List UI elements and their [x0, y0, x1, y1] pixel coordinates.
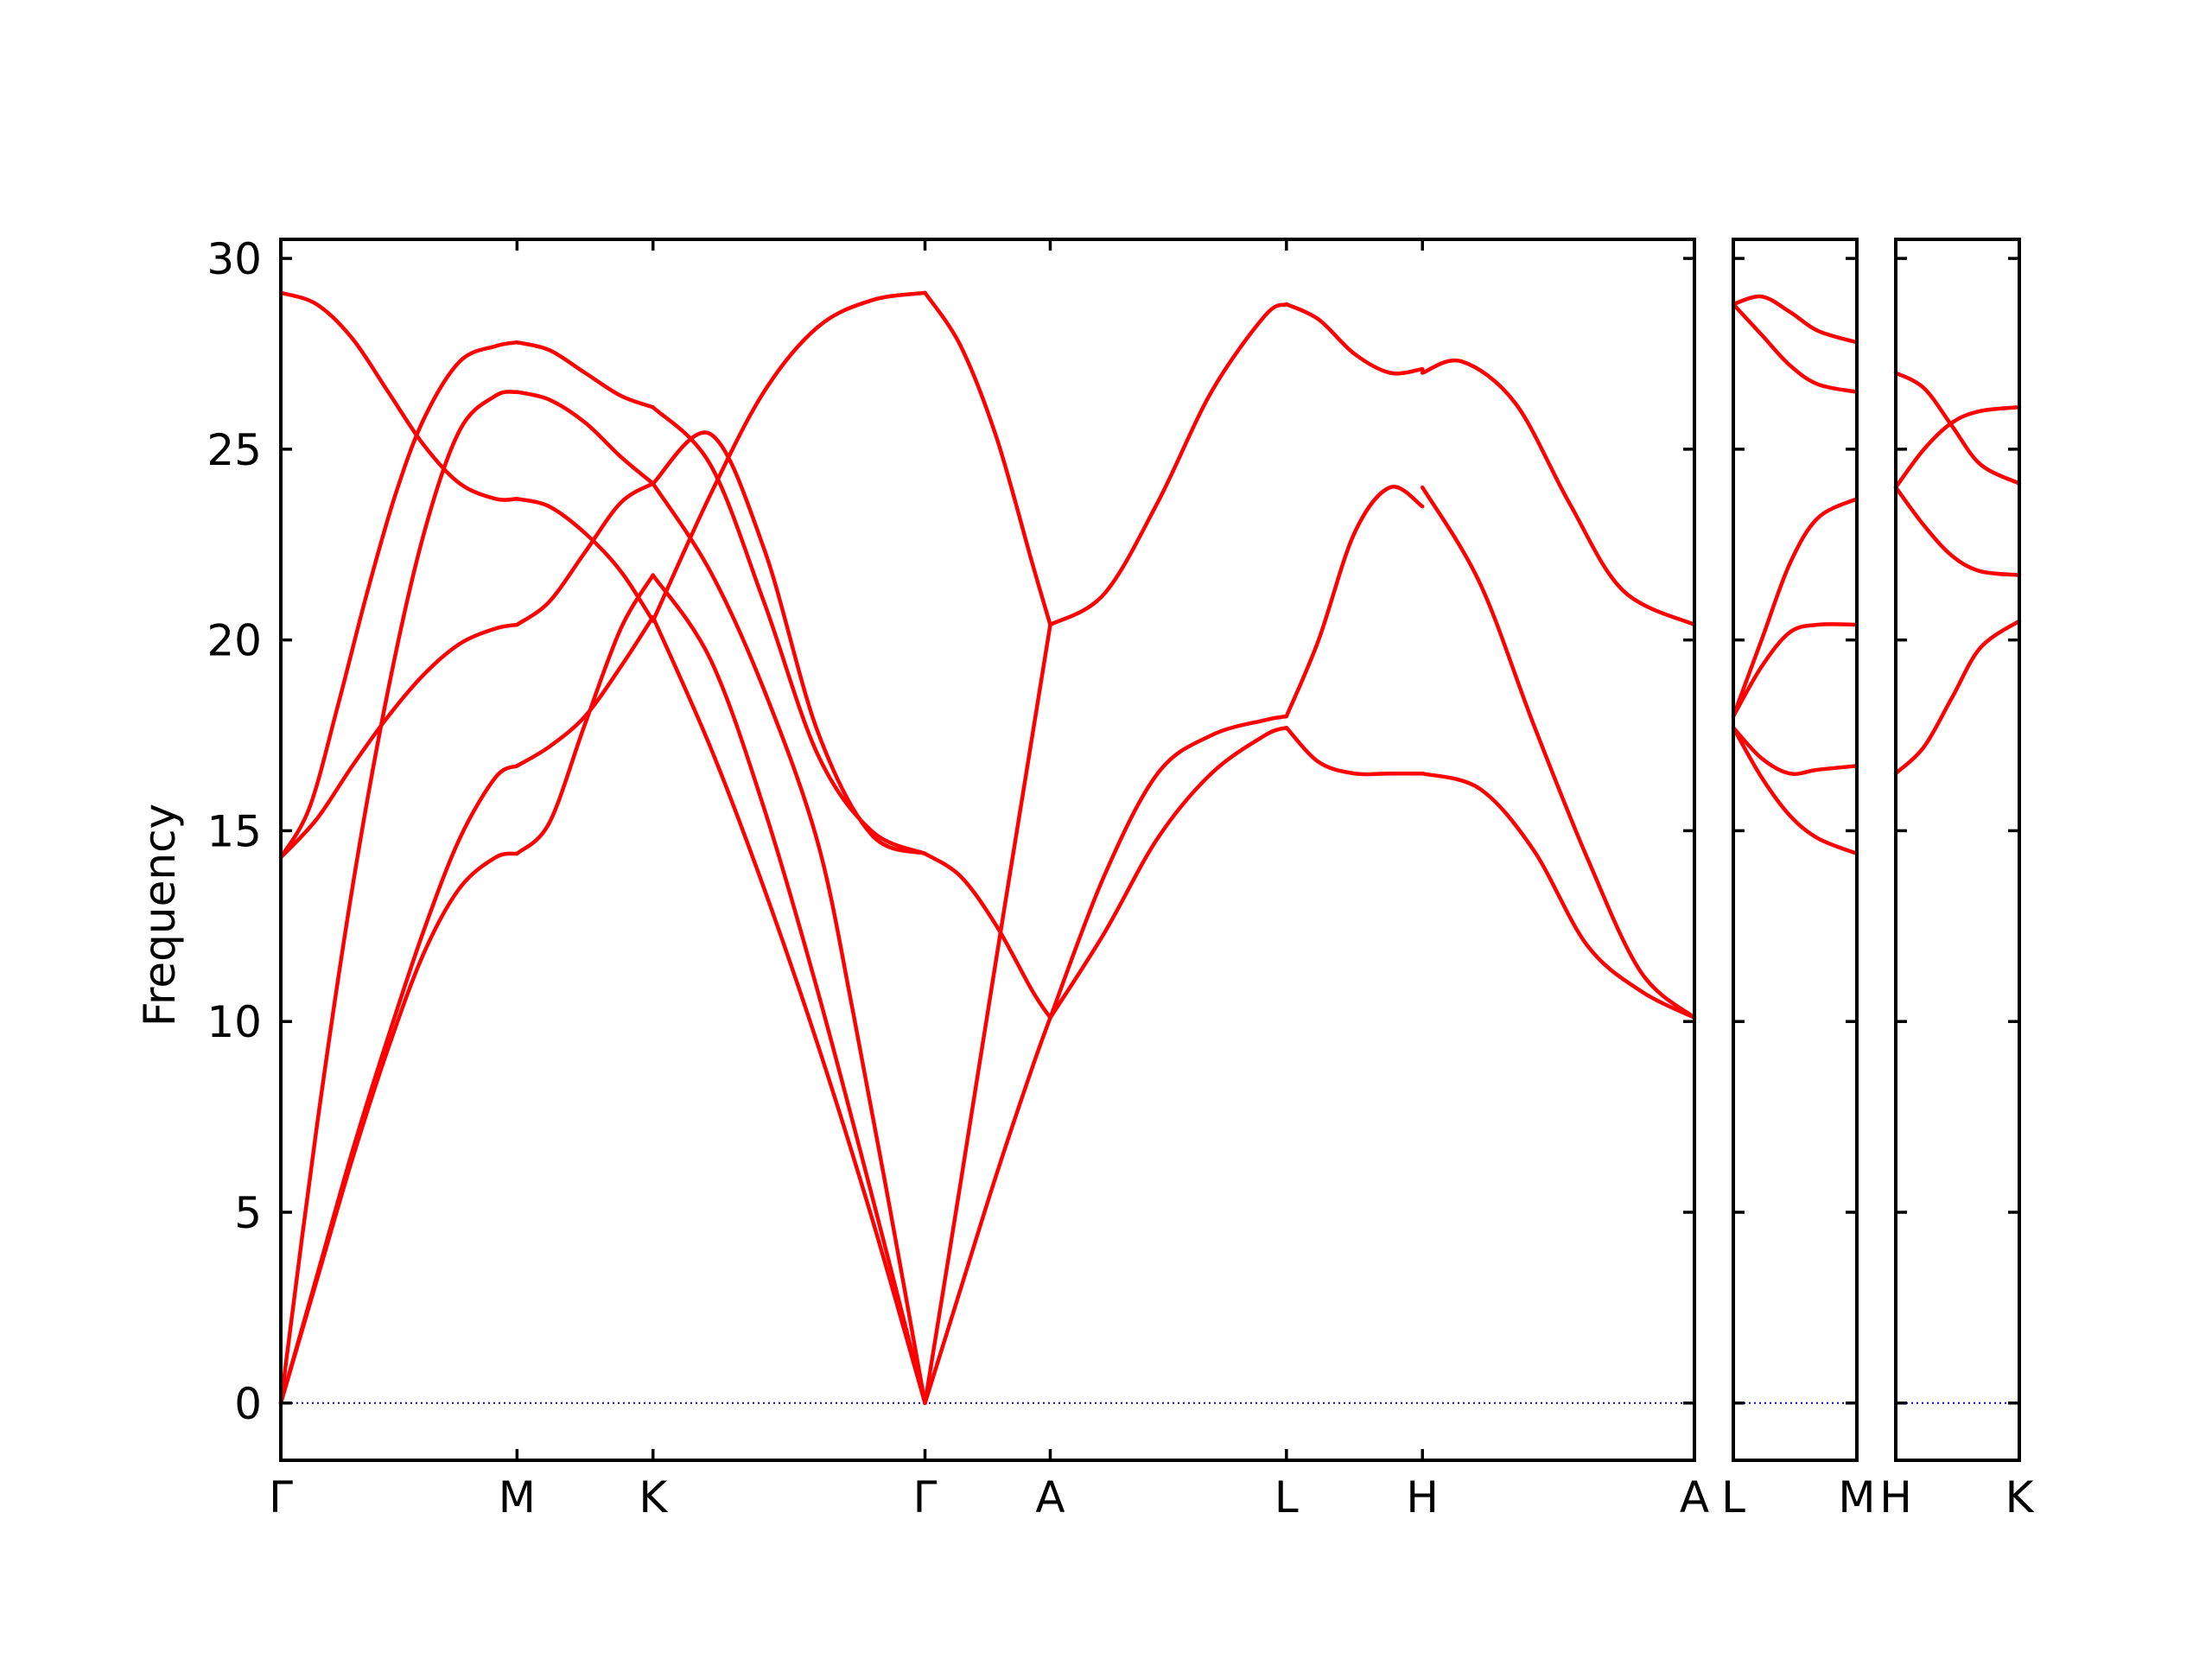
- band-line-panel1-20: [923, 622, 1052, 1406]
- band-line-panel2-6: [1731, 294, 1859, 345]
- band-line-panel1-18: [651, 290, 927, 623]
- y-tick-label: 20: [207, 616, 262, 666]
- x-tick-label: Γ: [269, 1472, 293, 1522]
- band-line-panel1-16: [651, 405, 927, 856]
- x-tick-label: M: [1838, 1472, 1875, 1522]
- band-line-panel1-28: [1284, 302, 1425, 376]
- x-tick-label: K: [2005, 1472, 2035, 1522]
- band-line-panel1-13: [651, 573, 927, 1406]
- y-axis-label: Frequency: [135, 804, 185, 1027]
- band-line-panel3-1: [1893, 619, 2022, 776]
- band-line-panel1-25: [1048, 302, 1289, 627]
- band-line-panel1-9: [515, 481, 655, 627]
- plot-frame-panel-3: [1894, 238, 2021, 1462]
- x-tick-label: A: [1680, 1472, 1709, 1522]
- plot-frame-panel-2: [1732, 238, 1859, 1462]
- x-tick-label: M: [499, 1472, 536, 1522]
- x-tick-label: A: [1035, 1472, 1065, 1522]
- x-tick-label: L: [1274, 1472, 1299, 1522]
- x-tick-label: K: [639, 1472, 668, 1522]
- band-line-panel1-15: [651, 481, 927, 1406]
- x-tick-label: H: [1879, 1472, 1912, 1522]
- band-line-panel1-27: [1284, 485, 1425, 719]
- x-tick-label: Γ: [913, 1472, 938, 1522]
- band-line-panel2-1: [1731, 725, 1859, 856]
- band-line-panel1-4: [278, 340, 519, 860]
- band-line-panel2-4: [1731, 497, 1859, 719]
- band-line-panel1-19: [923, 1015, 1052, 1406]
- band-line-panel1-30: [1420, 485, 1697, 1020]
- y-tick-label: 25: [207, 425, 262, 475]
- band-line-panel1-23: [1048, 725, 1289, 1020]
- band-line-panel1-29: [1420, 771, 1697, 1020]
- band-line-panel3-2: [1893, 485, 2022, 577]
- band-line-panel1-10: [515, 497, 655, 623]
- band-line-panel2-5: [1731, 302, 1859, 394]
- band-line-panel1-24: [1048, 714, 1289, 1020]
- band-line-panel1-7: [515, 573, 655, 856]
- band-line-panel1-3: [278, 390, 519, 1406]
- band-line-panel1-26: [1284, 725, 1425, 777]
- band-line-panel1-17: [651, 430, 927, 856]
- band-line-panel3-4: [1893, 371, 2022, 486]
- band-line-panel3-3: [1893, 405, 2022, 490]
- band-line-panel1-11: [515, 390, 655, 486]
- band-line-panel1-22: [923, 290, 1052, 627]
- band-line-panel1-31: [1420, 358, 1697, 627]
- y-tick-label: 30: [207, 234, 262, 284]
- y-tick-label: 15: [207, 806, 262, 856]
- band-line-panel2-3: [1731, 622, 1859, 719]
- band-line-panel1-21: [923, 851, 1052, 1020]
- band-line-panel1-6: [278, 290, 519, 502]
- x-tick-label: H: [1406, 1472, 1439, 1522]
- band-line-panel1-5: [278, 622, 519, 860]
- plot-frame-panel-1: [279, 238, 1696, 1462]
- y-tick-label: 0: [234, 1379, 262, 1429]
- band-line-panel1-14: [651, 614, 927, 1406]
- band-line-panel1-12: [515, 340, 655, 410]
- y-tick-label: 5: [234, 1188, 262, 1238]
- band-line-panel1-2: [278, 764, 519, 1406]
- band-line-panel2-2: [1731, 725, 1859, 776]
- y-tick-label: 10: [207, 997, 262, 1047]
- band-line-panel1-8: [515, 614, 655, 768]
- x-tick-label: L: [1721, 1472, 1745, 1522]
